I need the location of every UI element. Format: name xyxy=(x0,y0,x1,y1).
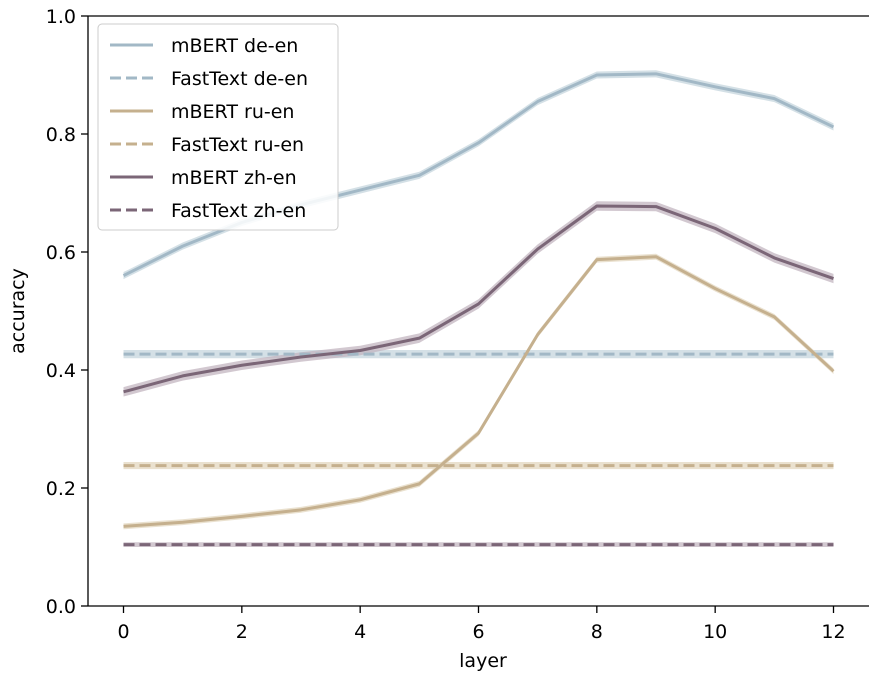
x-tick-label: 4 xyxy=(354,621,366,643)
x-ticks: 0 2 4 6 8 10 12 xyxy=(117,606,846,643)
y-tick-label: 0.0 xyxy=(46,596,76,618)
legend: mBERT de-en FastText de-en mBERT ru-en Fast… xyxy=(97,23,339,231)
y-axis-label: accuracy xyxy=(7,268,29,354)
x-axis-label: layer xyxy=(459,650,507,672)
legend-label-mbert-de-en: mBERT de-en xyxy=(171,35,298,57)
x-tick-label: 2 xyxy=(236,621,248,643)
legend-label-fasttext-zh-en: FastText zh-en xyxy=(171,200,306,222)
x-tick-label: 8 xyxy=(591,621,603,643)
y-tick-label: 0.2 xyxy=(46,478,76,500)
x-tick-label: 12 xyxy=(821,621,845,643)
y-tick-label: 1.0 xyxy=(46,6,76,28)
legend-label-fasttext-de-en: FastText de-en xyxy=(171,68,308,90)
y-tick-label: 0.8 xyxy=(46,124,76,146)
y-tick-label: 0.6 xyxy=(46,242,76,264)
series-line-mbert-ru-en xyxy=(123,255,835,528)
x-tick-label: 10 xyxy=(703,621,727,643)
series-line-mbert-zh-en xyxy=(123,204,834,394)
band-mbert-zh-en xyxy=(123,201,834,397)
x-tick-label: 6 xyxy=(472,621,484,643)
legend-label-fasttext-ru-en: FastText ru-en xyxy=(171,134,304,156)
legend-label-mbert-zh-en: mBERT zh-en xyxy=(171,167,297,189)
legend-label-mbert-ru-en: mBERT ru-en xyxy=(171,101,294,123)
legend-box xyxy=(97,23,339,231)
x-tick-label: 0 xyxy=(117,621,129,643)
y-ticks: 0.0 0.2 0.4 0.6 0.8 1.0 xyxy=(46,6,88,618)
y-tick-label: 0.4 xyxy=(46,360,76,382)
